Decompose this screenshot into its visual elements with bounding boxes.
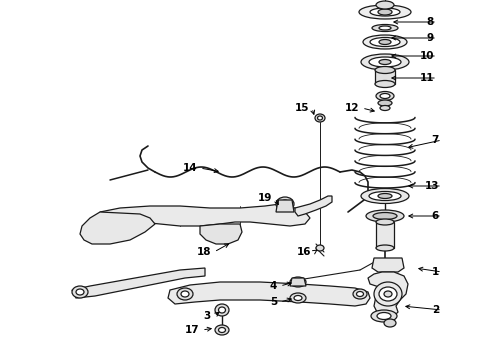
Ellipse shape [294, 279, 302, 284]
Ellipse shape [315, 114, 325, 122]
Ellipse shape [369, 192, 401, 201]
Polygon shape [100, 204, 310, 226]
Ellipse shape [376, 219, 394, 225]
Ellipse shape [370, 8, 400, 16]
Text: 6: 6 [432, 211, 439, 221]
Ellipse shape [353, 289, 367, 299]
Ellipse shape [72, 286, 88, 298]
Ellipse shape [380, 94, 390, 99]
Ellipse shape [361, 54, 409, 70]
Ellipse shape [366, 210, 404, 222]
Ellipse shape [384, 291, 392, 297]
Text: 1: 1 [432, 267, 439, 277]
Ellipse shape [369, 57, 401, 67]
Ellipse shape [318, 116, 322, 120]
Ellipse shape [357, 292, 364, 297]
Ellipse shape [372, 24, 398, 32]
Polygon shape [375, 70, 395, 84]
Ellipse shape [376, 1, 394, 9]
Text: 13: 13 [424, 181, 439, 191]
Ellipse shape [76, 289, 84, 295]
Polygon shape [80, 212, 155, 244]
Ellipse shape [215, 325, 229, 335]
Ellipse shape [378, 194, 392, 198]
Ellipse shape [363, 35, 407, 49]
Ellipse shape [370, 37, 400, 46]
Ellipse shape [294, 296, 302, 301]
Ellipse shape [379, 26, 391, 30]
Text: 18: 18 [196, 247, 211, 257]
Polygon shape [368, 272, 408, 318]
Text: 3: 3 [204, 311, 211, 321]
Text: 17: 17 [184, 325, 199, 335]
Ellipse shape [371, 310, 397, 322]
Text: 15: 15 [294, 103, 309, 113]
Ellipse shape [290, 293, 306, 303]
Text: 4: 4 [270, 281, 277, 291]
Ellipse shape [276, 197, 294, 211]
Polygon shape [290, 278, 306, 286]
Ellipse shape [378, 100, 392, 106]
Ellipse shape [361, 189, 409, 203]
Text: 11: 11 [419, 73, 434, 83]
Ellipse shape [219, 328, 225, 333]
Polygon shape [168, 282, 370, 306]
Ellipse shape [379, 40, 391, 45]
Ellipse shape [376, 91, 394, 100]
Text: 12: 12 [344, 103, 359, 113]
Ellipse shape [384, 319, 396, 327]
Ellipse shape [316, 245, 324, 251]
Text: 5: 5 [270, 297, 277, 307]
Ellipse shape [280, 200, 290, 208]
Text: 16: 16 [296, 247, 311, 257]
Ellipse shape [379, 59, 391, 64]
Text: 10: 10 [419, 51, 434, 61]
Ellipse shape [380, 105, 390, 111]
Ellipse shape [377, 312, 391, 320]
Text: 14: 14 [182, 163, 197, 173]
Polygon shape [72, 268, 205, 298]
Polygon shape [376, 222, 394, 248]
Ellipse shape [378, 9, 392, 15]
Ellipse shape [376, 245, 394, 251]
Ellipse shape [375, 81, 395, 87]
Ellipse shape [379, 287, 397, 301]
Text: 2: 2 [432, 305, 439, 315]
Ellipse shape [177, 288, 193, 300]
Ellipse shape [375, 67, 395, 73]
Ellipse shape [219, 307, 225, 313]
Ellipse shape [290, 277, 306, 287]
Ellipse shape [215, 304, 229, 316]
Polygon shape [295, 196, 332, 216]
Text: 19: 19 [258, 193, 272, 203]
Text: 7: 7 [432, 135, 439, 145]
Ellipse shape [373, 212, 397, 220]
Text: 9: 9 [427, 33, 434, 43]
Polygon shape [372, 258, 404, 272]
Text: 8: 8 [427, 17, 434, 27]
Polygon shape [200, 224, 242, 244]
Ellipse shape [374, 282, 402, 306]
Ellipse shape [181, 291, 189, 297]
Ellipse shape [359, 5, 411, 19]
Polygon shape [276, 200, 294, 212]
